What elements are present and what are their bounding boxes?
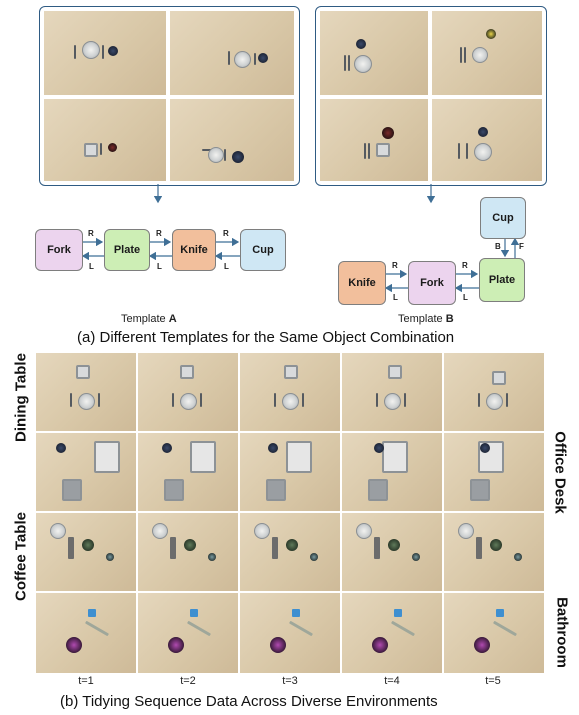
node-b-cup: Cup (480, 197, 526, 239)
node-b-fork: Fork (408, 261, 456, 305)
sequence-grid (36, 353, 544, 705)
scene-bathroom-t5 (444, 593, 544, 673)
edge-a1-l: L (89, 262, 94, 271)
scene-bathroom-t2 (138, 593, 238, 673)
template-b-label: Template B (398, 313, 454, 325)
caption-b: (b) Tidying Sequence Data Across Diverse… (60, 693, 438, 710)
scene-office-desk-t5 (444, 433, 544, 511)
edge-a2-r: R (156, 229, 162, 238)
scene-b4 (432, 99, 542, 181)
scene-a1 (44, 11, 166, 95)
edge-b-f: F (519, 242, 524, 251)
edge-b-b: B (495, 242, 501, 251)
edge-a2-l: L (157, 262, 162, 271)
node-a-knife: Knife (172, 229, 216, 271)
scene-bathroom-t3 (240, 593, 340, 673)
edge-b1-l: L (393, 293, 398, 302)
scene-office-desk-t4 (342, 433, 442, 511)
node-a-plate: Plate (104, 229, 150, 271)
scene-office-desk-t3 (240, 433, 340, 511)
time-step-label: t=2 (180, 675, 196, 687)
time-step-label: t=5 (485, 675, 501, 687)
scene-b1 (320, 11, 428, 95)
scene-a2 (170, 11, 294, 95)
scene-office-desk-t1 (36, 433, 136, 511)
template-b-scenes-panel (315, 6, 547, 186)
edge-b1-r: R (392, 261, 398, 270)
node-a-cup: Cup (240, 229, 286, 271)
template-b-edges (384, 237, 520, 293)
template-a-edges (81, 237, 240, 261)
scene-b3 (320, 99, 428, 181)
template-a-scenes-panel (39, 6, 300, 186)
row-label-coffee-table: Coffee Table (12, 512, 30, 601)
time-step-label: t=1 (78, 675, 94, 687)
node-b-plate: Plate (479, 258, 525, 302)
edge-a1-r: R (88, 229, 94, 238)
time-step-label: t=4 (384, 675, 400, 687)
scene-dining-table-t1 (36, 353, 136, 431)
scene-a4 (170, 99, 294, 181)
node-a-fork: Fork (35, 229, 83, 271)
scene-dining-table-t3 (240, 353, 340, 431)
scene-coffee-table-t3 (240, 513, 340, 591)
time-step-label: t=3 (282, 675, 298, 687)
scene-a3 (44, 99, 166, 181)
edge-a3-l: L (224, 262, 229, 271)
scene-coffee-table-t5 (444, 513, 544, 591)
scene-coffee-table-t4 (342, 513, 442, 591)
scene-coffee-table-t1 (36, 513, 136, 591)
edge-b2-l: L (463, 293, 468, 302)
edge-b2-r: R (462, 261, 468, 270)
scene-bathroom-t4 (342, 593, 442, 673)
scene-dining-table-t4 (342, 353, 442, 431)
scene-office-desk-t2 (138, 433, 238, 511)
edge-a3-r: R (223, 229, 229, 238)
row-label-bathroom: Bathroom (553, 597, 571, 668)
row-label-dining-table: Dining Table (12, 353, 30, 442)
node-b-knife: Knife (338, 261, 386, 305)
scene-bathroom-t1 (36, 593, 136, 673)
row-label-office-desk: Office Desk (551, 431, 569, 514)
scene-coffee-table-t2 (138, 513, 238, 591)
scene-dining-table-t5 (444, 353, 544, 431)
scene-b2 (432, 11, 542, 95)
scene-dining-table-t2 (138, 353, 238, 431)
caption-a: (a) Different Templates for the Same Obj… (77, 329, 455, 346)
template-a-label: Template A (121, 313, 177, 325)
